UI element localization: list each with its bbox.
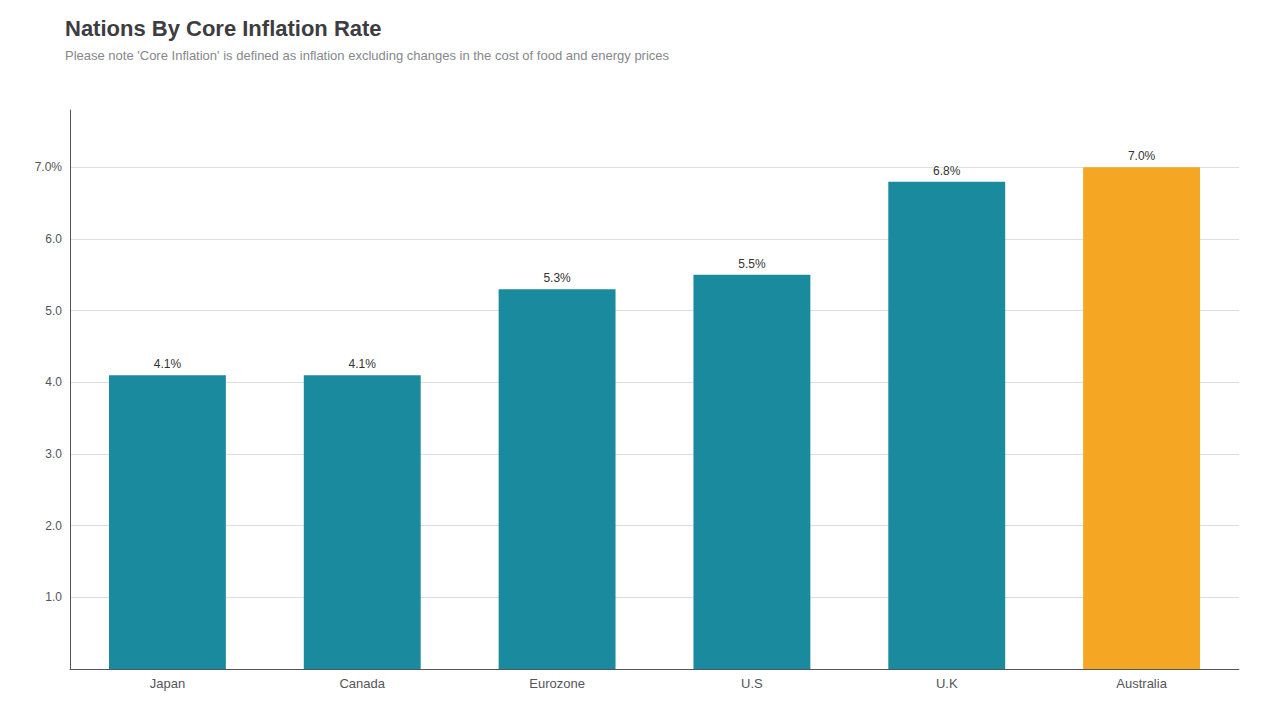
svg-text:4.1%: 4.1% [154,357,182,371]
svg-text:5.0: 5.0 [45,304,62,318]
svg-text:6.8%: 6.8% [933,164,961,178]
svg-text:Nations By Core Inflation Rate: Nations By Core Inflation Rate [65,16,382,41]
svg-text:U.K: U.K [936,676,958,691]
svg-text:4.1%: 4.1% [349,357,377,371]
svg-text:7.0%: 7.0% [35,160,63,174]
svg-text:7.0%: 7.0% [1128,149,1156,163]
svg-text:Eurozone: Eurozone [529,676,585,691]
svg-text:3.0: 3.0 [45,447,62,461]
svg-text:5.5%: 5.5% [738,257,766,271]
svg-text:2.0: 2.0 [45,519,62,533]
svg-text:Australia: Australia [1116,676,1167,691]
svg-text:Please note 'Core Inflation' i: Please note 'Core Inflation' is defined … [65,48,670,63]
svg-text:5.3%: 5.3% [543,271,571,285]
svg-text:4.0: 4.0 [45,375,62,389]
svg-text:U.S: U.S [741,676,763,691]
svg-text:1.0: 1.0 [45,590,62,604]
svg-text:Japan: Japan [150,676,185,691]
svg-text:6.0: 6.0 [45,232,62,246]
svg-text:Canada: Canada [339,676,385,691]
